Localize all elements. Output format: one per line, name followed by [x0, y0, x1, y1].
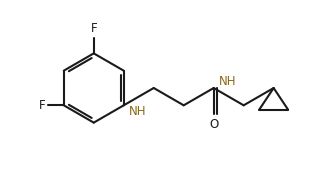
- Text: NH: NH: [218, 75, 236, 88]
- Text: F: F: [90, 22, 97, 35]
- Text: O: O: [209, 118, 218, 131]
- Text: F: F: [39, 99, 46, 112]
- Text: NH: NH: [128, 105, 146, 118]
